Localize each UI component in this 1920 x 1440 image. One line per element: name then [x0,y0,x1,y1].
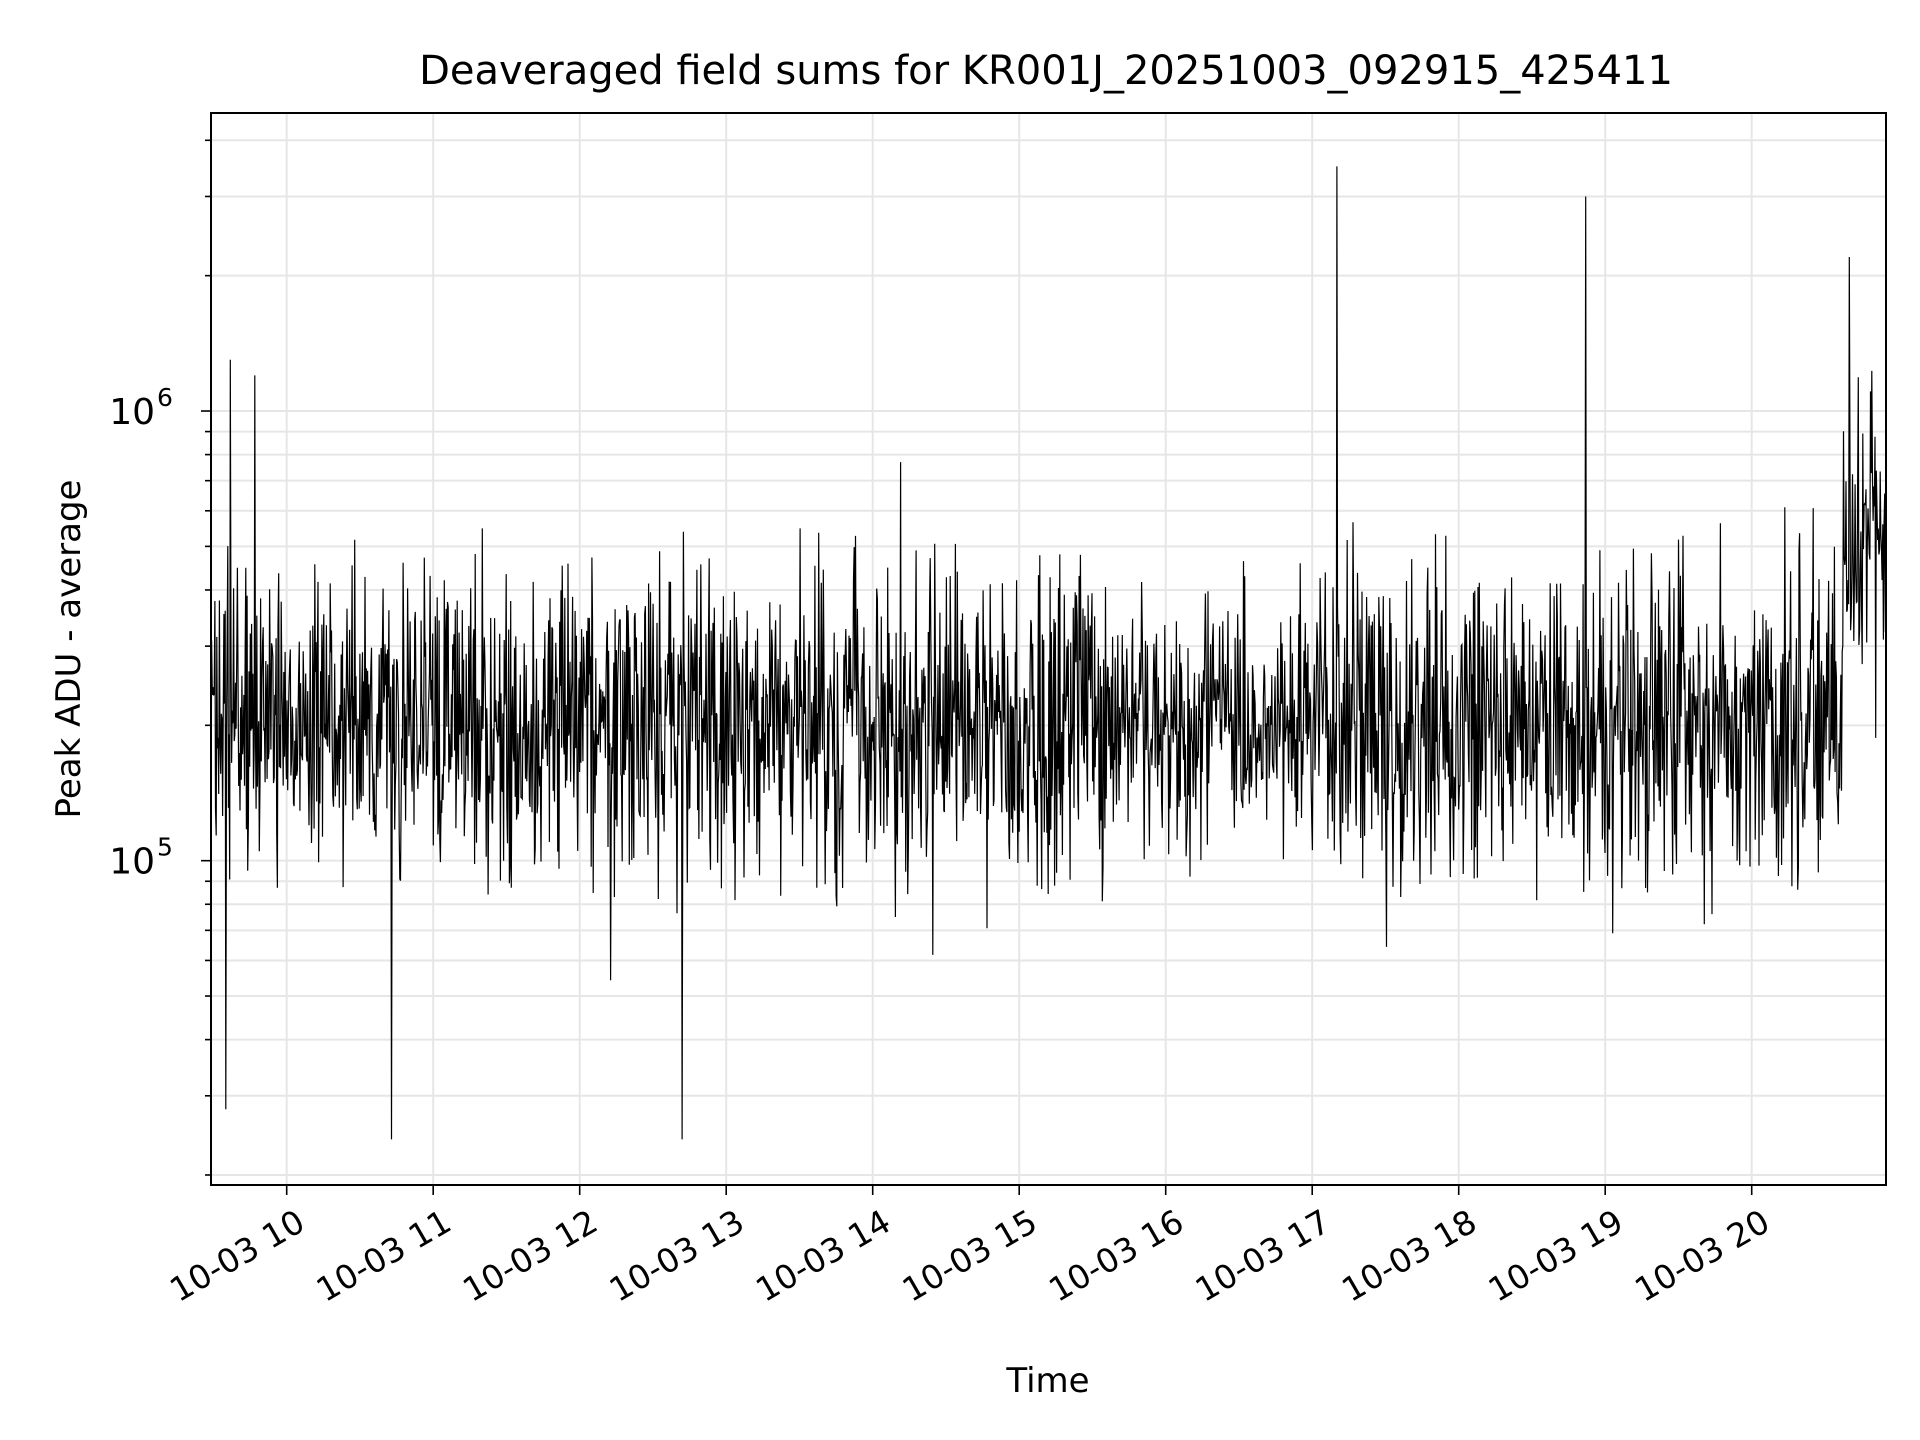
series-line [210,166,1887,1140]
y-tick-label: 10 [109,392,155,433]
plot-frame [210,112,1887,1186]
y-axis-label: Peak ADU - average [49,480,89,819]
y-tick-exponent: 5 [157,833,173,862]
chart-title: Deaveraged field sums for KR001J_2025100… [419,48,1673,94]
series-layer [210,166,1887,1140]
x-axis-label: Time [1005,1361,1089,1401]
y-tick-label: 10 [109,842,155,883]
y-tick-exponent: 6 [157,383,173,412]
